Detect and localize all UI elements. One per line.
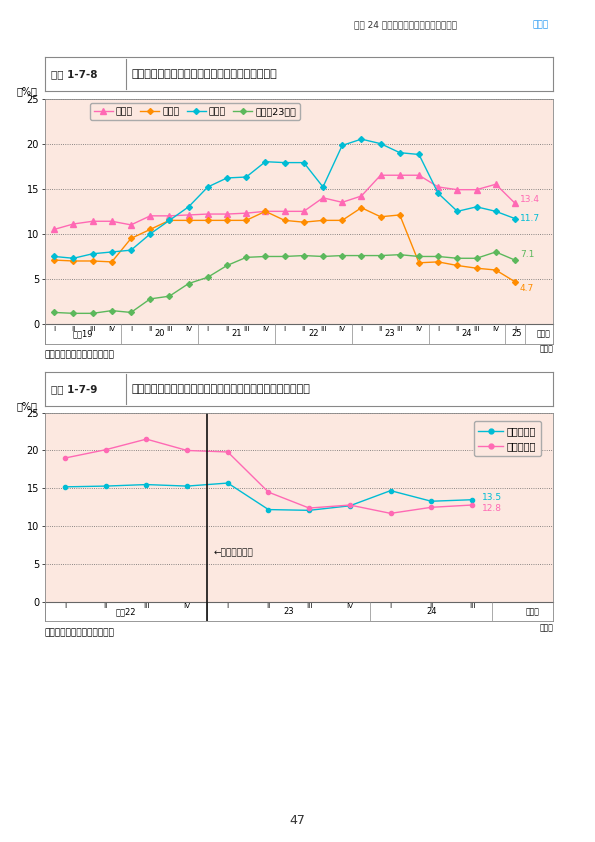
Text: 土
地
に
関
す
る
動
向: 土 地 に 関 す る 動 向 bbox=[560, 356, 566, 477]
Text: 13.4: 13.4 bbox=[520, 195, 540, 204]
Text: 20: 20 bbox=[155, 329, 165, 338]
Text: 13.5: 13.5 bbox=[482, 493, 502, 502]
Text: 仙台市、盛岡市、郡山市のオフィスビルの空室率: 仙台市、盛岡市、郡山市のオフィスビルの空室率 bbox=[131, 69, 277, 79]
Text: 25: 25 bbox=[512, 329, 522, 338]
Text: （年）: （年） bbox=[537, 329, 551, 338]
Text: ←東日本大震災: ←東日本大震災 bbox=[214, 548, 253, 557]
Legend: 盛岡市, 郡山市, 仙台市, 東京（23区）: 盛岡市, 郡山市, 仙台市, 東京（23区） bbox=[90, 104, 300, 120]
Text: （%）: （%） bbox=[17, 401, 37, 411]
Text: 23: 23 bbox=[283, 607, 294, 616]
Text: 24: 24 bbox=[462, 329, 472, 338]
Text: （期）: （期） bbox=[540, 344, 553, 354]
Text: 仙台市における新耐震・旧耐震オフィスビルの空室率の推移: 仙台市における新耐震・旧耐震オフィスビルの空室率の推移 bbox=[131, 384, 310, 394]
Text: 24: 24 bbox=[426, 607, 437, 616]
Text: 第１章: 第１章 bbox=[533, 20, 549, 29]
Text: 平成 24 年度の地価・土地取引等の動向: 平成 24 年度の地価・土地取引等の動向 bbox=[354, 20, 457, 29]
Text: 47: 47 bbox=[290, 814, 305, 827]
Text: 11.7: 11.7 bbox=[520, 214, 540, 223]
Legend: 旧耐震ビル, 新耐震ビル: 旧耐震ビル, 新耐震ビル bbox=[474, 421, 541, 456]
Text: 4.7: 4.7 bbox=[520, 284, 534, 292]
Text: （%）: （%） bbox=[17, 86, 37, 96]
Text: （年）: （年） bbox=[526, 607, 540, 616]
Text: （期）: （期） bbox=[540, 623, 553, 632]
Text: 資料：シービーアールイー㈱: 資料：シービーアールイー㈱ bbox=[45, 628, 114, 637]
Text: 平成19: 平成19 bbox=[73, 329, 93, 338]
Text: 21: 21 bbox=[231, 329, 242, 338]
Text: 図表 1-7-9: 図表 1-7-9 bbox=[51, 384, 97, 394]
Text: 資料：シービーアールイー㈱: 資料：シービーアールイー㈱ bbox=[45, 350, 114, 359]
Text: 12.8: 12.8 bbox=[482, 504, 502, 514]
Text: 22: 22 bbox=[308, 329, 319, 338]
Text: 平成22: 平成22 bbox=[116, 607, 136, 616]
Text: 23: 23 bbox=[385, 329, 396, 338]
Text: 図表 1-7-8: 図表 1-7-8 bbox=[51, 69, 97, 79]
Text: 7.1: 7.1 bbox=[520, 250, 534, 259]
